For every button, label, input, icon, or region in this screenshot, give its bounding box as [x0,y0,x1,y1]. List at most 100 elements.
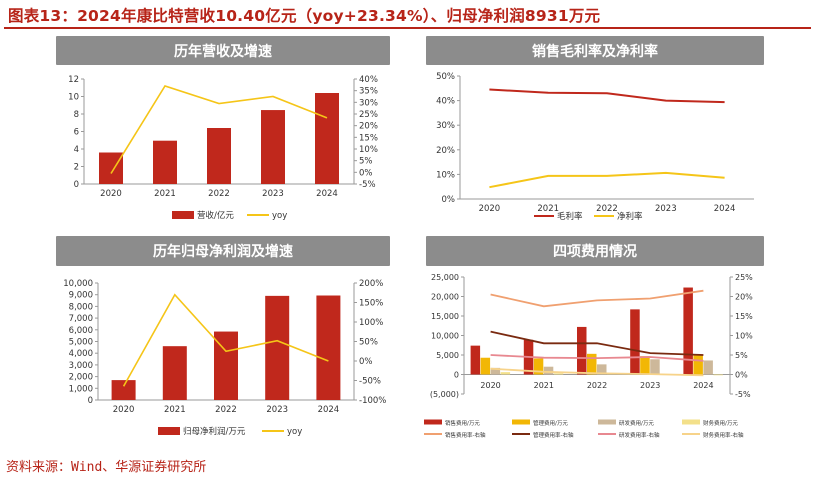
y-left-tick-label: 10 [68,93,79,103]
y-right-tick-label: 25% [359,110,378,120]
y-left-tick-label: 2 [74,163,79,173]
y-left-tick-label: 9,000 [69,291,93,301]
margin-chart: 0% 10% 20% 30% 40% 50% 2020 2021 2022 2023 2024 毛利率… [436,72,754,222]
y-left-tick-label: 7,000 [69,314,93,324]
bar [577,326,587,375]
x-tick-label: 2024 [316,189,338,199]
y-left-tick-label: 0 [74,180,79,190]
legend-label: 归母净利润/万元 [183,426,246,437]
x-tick-label: 2023 [655,204,677,214]
bar [587,353,597,375]
bar [683,287,693,375]
revenue-chart: 0 2 4 6 8 10 12 -5% 0%5% 10% 15%20% 25% 30%35% 40% 202… [68,75,378,221]
x-tick-label: 2023 [262,189,284,199]
series-line [489,88,725,104]
x-tick-label: 2021 [537,204,559,214]
y-right-tick-label: 30% [359,98,378,108]
legend-label: 净利率 [617,211,643,222]
netprofit-chart-title: 历年归母净利润及增速 [56,236,390,266]
bar [533,358,544,375]
netprofit-chart-panel: 历年归母净利润及增速 0 1,000 2,000 3,000 4,000 5,000 6,0… [52,236,392,442]
legend-swatch [424,419,442,425]
bar [315,93,339,184]
legend-swatch [598,419,616,425]
y-left-tick-label: 5,000 [436,351,459,360]
x-tick-label: 2020 [113,405,135,415]
bar [480,357,491,375]
series-line [122,293,329,387]
series-line [490,367,704,377]
y-right-tick-label: 25% [735,273,753,282]
bar [500,372,511,375]
series-line [490,354,704,362]
x-tick-label: 2021 [154,189,176,199]
x-tick-label: 2021 [164,405,186,415]
legend-swatch [682,419,700,425]
legend-label: 研发费用/万元 [619,419,654,427]
y-right-tick-label: 15% [359,133,378,143]
y-right-tick-label: 0% [359,168,373,178]
y-right-tick-label: 15% [735,312,753,321]
y-left-tick-label: (5,000) [430,390,459,399]
revenue-chart-panel: 历年营收及增速 0 2 4 6 8 10 12 -5% 0% 5% 10% 15% 20% 25% 30% 3… [52,36,392,226]
y-right-tick-label: -5% [735,390,751,399]
y-right-tick-label: 0% [359,357,373,367]
bar [703,360,713,375]
y-left-tick-label: 25,000 [431,273,459,282]
legend-swatch [512,419,530,425]
series-line [490,289,704,308]
y-left-tick-label: 5,000 [69,338,93,348]
x-tick-label: 2022 [587,381,607,390]
y-right-tick-label: 5% [735,351,748,360]
x-tick-label: 2020 [479,204,501,214]
bar [597,364,607,375]
y-left-tick-label: 3,000 [69,361,93,371]
y-right-tick-label: 150% [359,299,383,309]
bar [630,309,640,375]
bar [261,110,285,184]
y-right-tick-label: -50% [359,377,381,387]
y-left-tick-label: 50% [436,72,455,82]
y-right-tick-label: 20% [735,293,753,302]
y-left-tick-label: 4 [74,145,79,155]
y-left-tick-label: 15,000 [431,312,459,321]
legend-label: 毛利率 [557,211,583,222]
y-left-tick-label: 8,000 [69,302,93,312]
bar [650,359,660,375]
bar [640,356,650,375]
legend-label: 销售费用/万元 [445,419,480,427]
figure-title: 图表13：2024年康比特营收10.40亿元（yoy+23.34%）、归母净利润… [8,7,601,25]
series-line [110,85,328,174]
bar [153,140,177,184]
y-right-tick-label: 40% [359,75,378,85]
y-left-tick-label: 30% [436,121,455,131]
legend-label: 财务费用/万元 [703,419,738,427]
title-rule [4,27,811,29]
bar [543,366,554,375]
bar [316,295,341,400]
y-left-tick-label: 0 [88,396,93,406]
expenses-chart-title: 四项费用情况 [426,236,764,266]
x-tick-label: 2020 [100,189,122,199]
bar [111,380,136,400]
y-left-tick-label: 12 [68,75,79,85]
y-left-tick-label: 6 [74,128,79,138]
y-left-tick-label: 10% [436,170,455,180]
y-left-tick-label: 4,000 [69,349,93,359]
y-right-tick-label: 20% [359,122,378,132]
y-left-tick-label: 20,000 [431,293,459,302]
y-left-tick-label: 10,000 [431,332,459,341]
bar [265,295,290,400]
y-right-tick-label: 10% [735,332,753,341]
bar [693,355,703,375]
y-right-tick-label: -100% [359,396,386,406]
legend-label: 管理费用/万元 [533,419,568,427]
legend-label: yoy [272,211,287,221]
y-right-tick-label: 10% [359,145,378,155]
y-right-tick-label: 50% [359,338,378,348]
y-right-tick-label: 100% [359,318,383,328]
margin-chart-panel: 销售毛利率及净利率 0% 10% 20% 30% 40% 50% 2020 2021 2022 2… [424,36,767,222]
y-right-tick-label: 0% [735,371,748,380]
bar [162,346,187,400]
y-left-tick-label: 10,000 [63,279,93,289]
